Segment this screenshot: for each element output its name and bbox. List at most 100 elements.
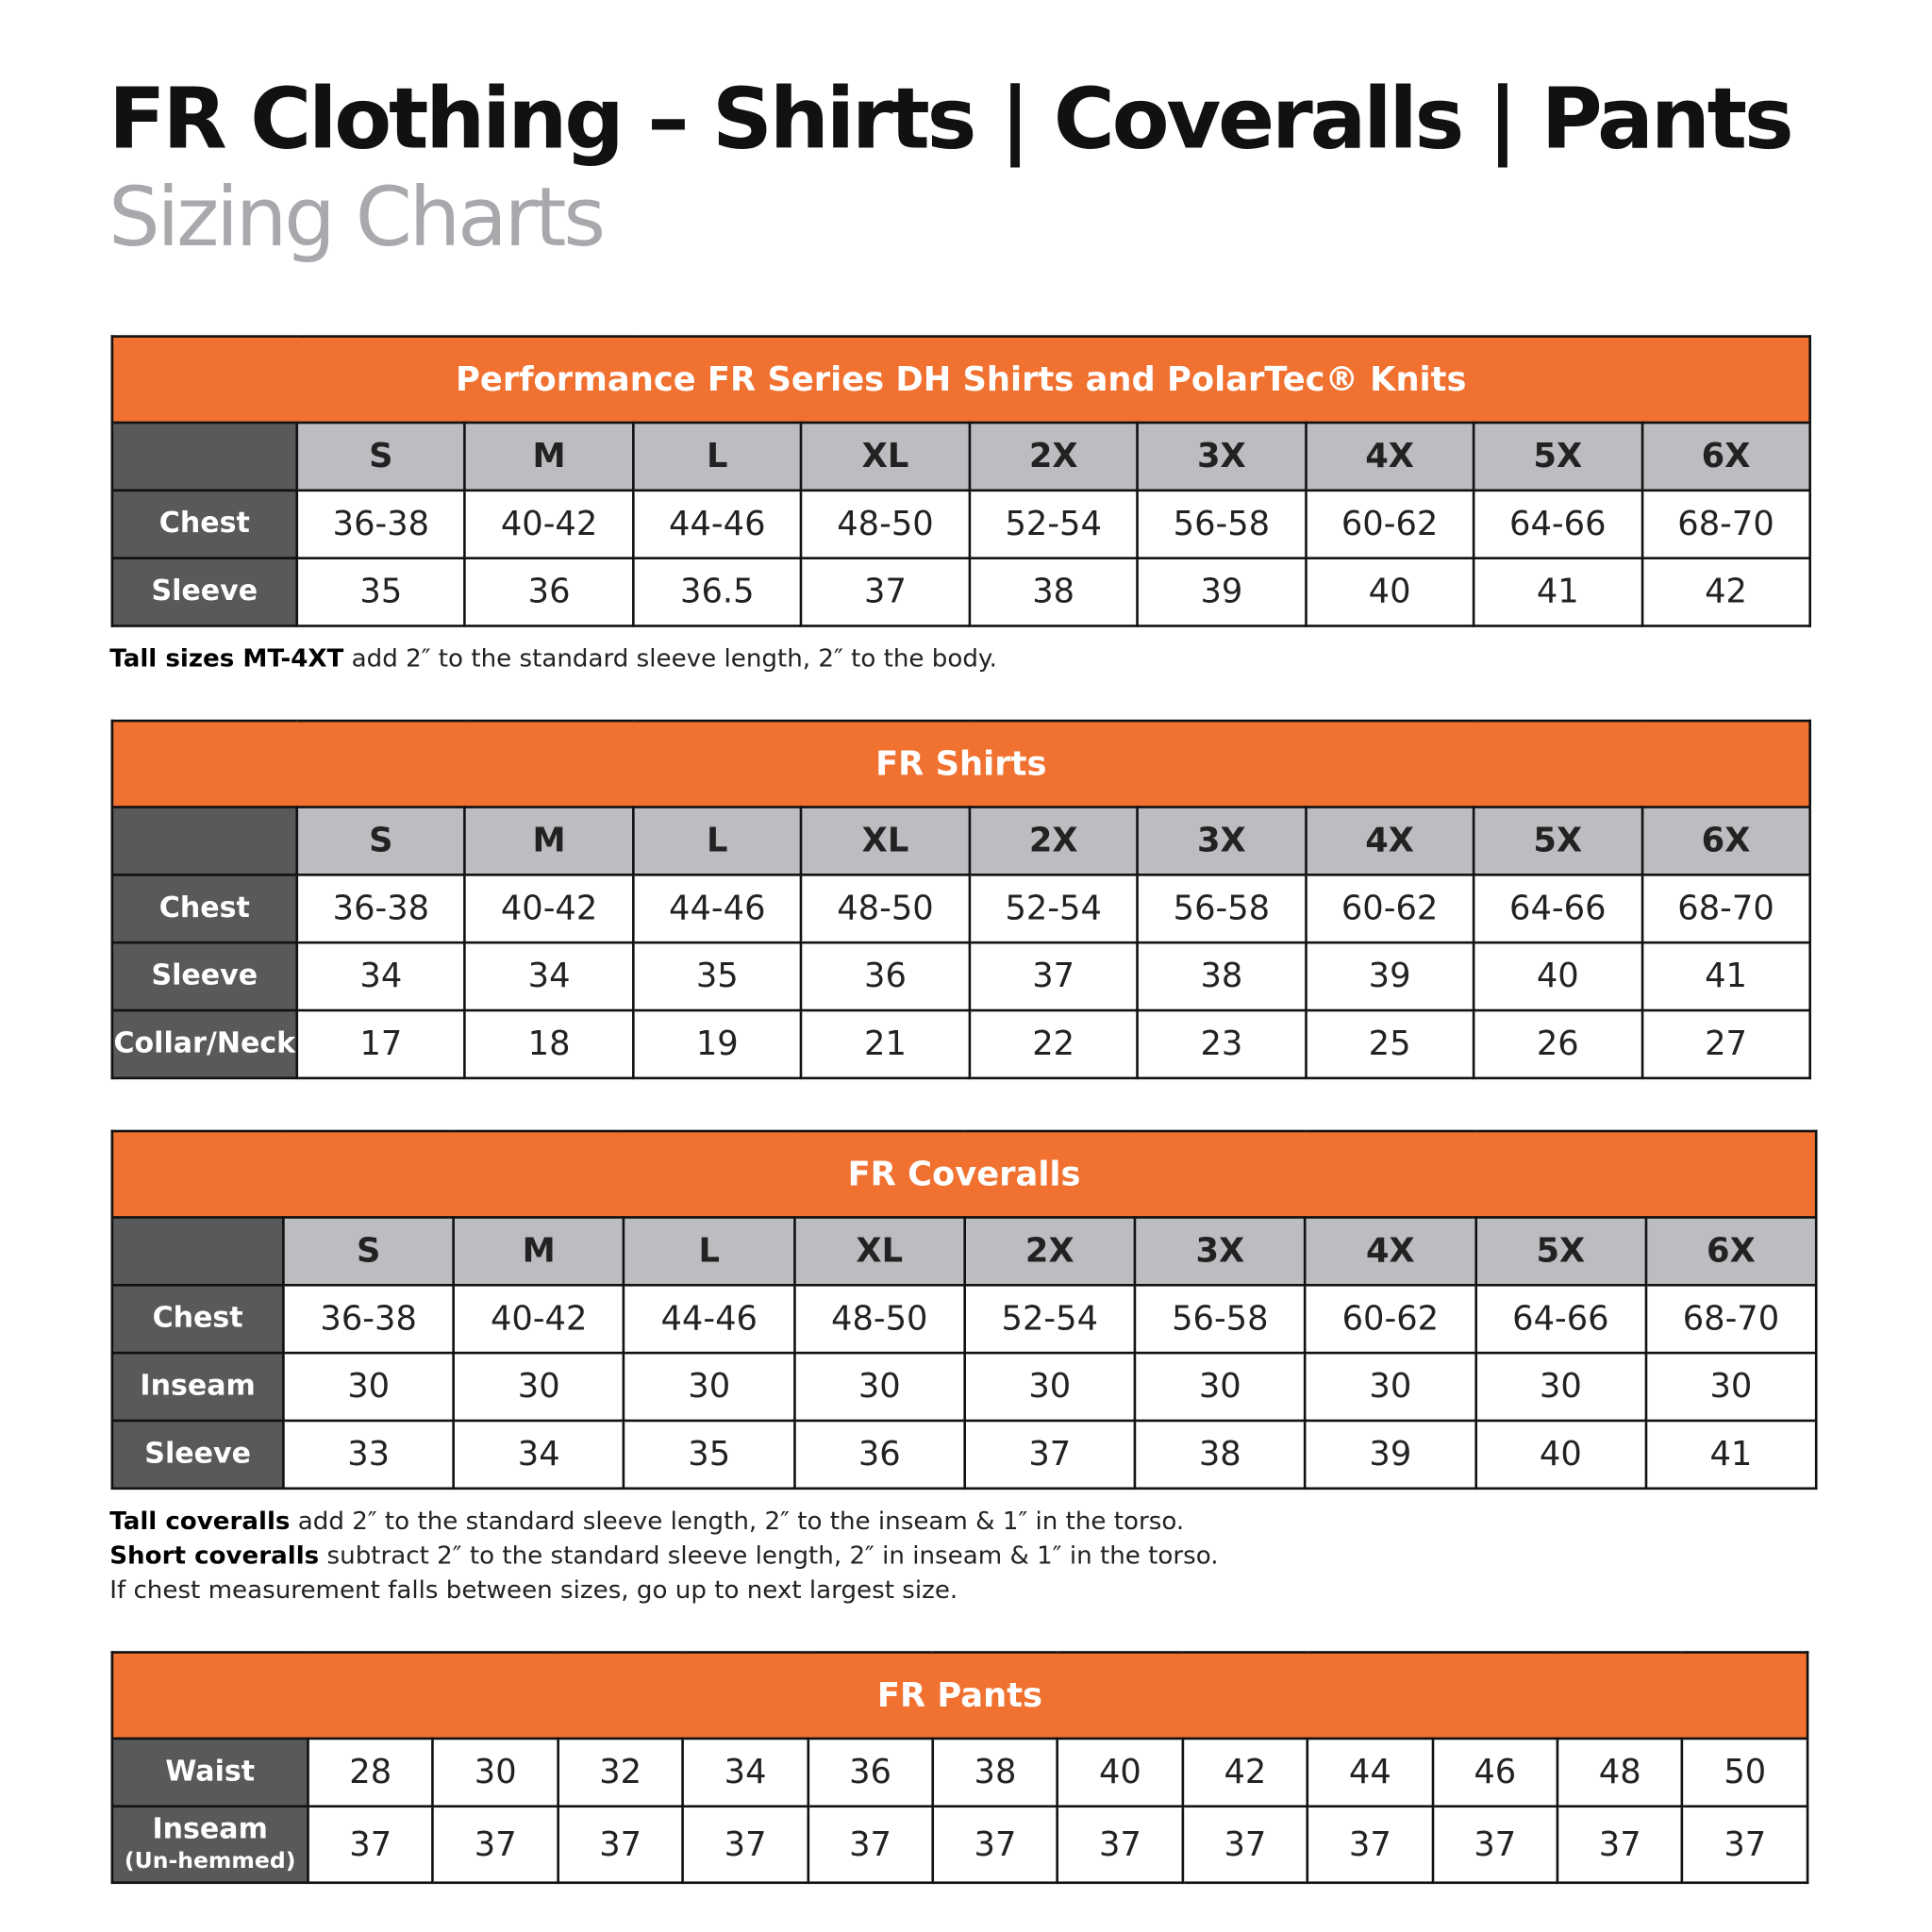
table-cell: 40 xyxy=(1056,1737,1184,1808)
row-label-text: Chest xyxy=(158,892,250,925)
table-cell: 30 xyxy=(1644,1351,1818,1423)
row-label-text: Waist xyxy=(165,1756,256,1789)
table-cell: 48 xyxy=(1556,1737,1684,1808)
table-cell: 17 xyxy=(295,1008,467,1080)
row-label: Collar/Neck xyxy=(110,1008,299,1080)
table-cell: 64-66 xyxy=(1472,874,1643,944)
row-label-text: Chest xyxy=(158,508,250,541)
size-header: 2X xyxy=(963,1216,1137,1287)
table-cell: 38 xyxy=(1133,1419,1307,1491)
table-cell: 21 xyxy=(800,1008,971,1080)
table-title: FR Coveralls xyxy=(110,1129,1818,1219)
table-cell: 38 xyxy=(1136,941,1307,1012)
table-cell: 36.5 xyxy=(631,557,803,627)
size-header-row: S M L XL 2X 3X 4X 5X 6X xyxy=(110,1216,1818,1287)
table-cell: 30 xyxy=(431,1737,559,1808)
header-corner xyxy=(110,421,299,492)
table-cell: 37 xyxy=(968,941,1140,1012)
row-label: Inseam (Un-hemmed) xyxy=(110,1805,309,1885)
row-label: Chest xyxy=(110,874,299,944)
header-corner xyxy=(110,1216,285,1287)
size-header: XL xyxy=(792,1216,966,1287)
row-label: Waist xyxy=(110,1737,309,1808)
table-cell: 36-38 xyxy=(295,489,467,559)
header-corner xyxy=(110,806,299,876)
table-cell: 30 xyxy=(792,1351,966,1423)
table-cell: 37 xyxy=(1681,1805,1809,1885)
size-header-row: S M L XL 2X 3X 4X 5X 6X xyxy=(110,421,1811,492)
table-row: Sleeve 34 34 35 36 37 38 39 40 41 xyxy=(110,941,1811,1012)
size-header: XL xyxy=(800,806,971,876)
table-cell: 56-58 xyxy=(1136,489,1307,559)
table-cell: 38 xyxy=(968,557,1140,627)
table-cell: 39 xyxy=(1136,557,1307,627)
table-cell: 19 xyxy=(631,1008,803,1080)
size-table: FR Shirts S M L XL 2X 3X 4X 5X 6X Chest 36-38 40-42 4… xyxy=(110,719,1811,1080)
footnote-emphasis: Tall sizes MT-4XT xyxy=(109,642,344,674)
footnote: Tall sizes MT-4XT add 2″ to the standard… xyxy=(109,643,997,673)
row-label: Chest xyxy=(110,1283,285,1355)
table-cell: 32 xyxy=(557,1737,685,1808)
row-label-text: Inseam xyxy=(140,1370,256,1403)
table-cell: 37 xyxy=(1306,1805,1434,1885)
size-header: M xyxy=(463,806,635,876)
footnote-emphasis: Tall coveralls xyxy=(109,1506,291,1536)
table-cell: 18 xyxy=(463,1008,635,1080)
size-header: 5X xyxy=(1472,806,1643,876)
table-cell: 50 xyxy=(1681,1737,1809,1808)
size-table: FR Coveralls S M L XL 2X 3X 4X 5X 6X Chest 36-38 40-… xyxy=(110,1129,1818,1491)
table-row: Waist 28 30 32 34 36 38 40 42 44 46 48 50 xyxy=(110,1737,1809,1808)
size-header: 5X xyxy=(1474,1216,1647,1287)
table-cell: 30 xyxy=(963,1351,1137,1423)
size-header: 4X xyxy=(1304,421,1475,492)
row-label: Chest xyxy=(110,489,299,559)
table-row: Sleeve 35 36 36.5 37 38 39 40 41 42 xyxy=(110,557,1811,627)
table-cell: 37 xyxy=(800,557,971,627)
table-cell: 48-50 xyxy=(800,489,971,559)
table-cell: 41 xyxy=(1641,941,1811,1012)
size-header: 2X xyxy=(968,806,1140,876)
table-cell: 52-54 xyxy=(963,1283,1137,1355)
table-cell: 41 xyxy=(1644,1419,1818,1491)
table-cell: 36 xyxy=(792,1419,966,1491)
table-cell: 36-38 xyxy=(282,1283,456,1355)
size-header: 5X xyxy=(1472,421,1643,492)
table-cell: 44 xyxy=(1306,1737,1434,1808)
size-header: S xyxy=(295,806,467,876)
size-header: 3X xyxy=(1133,1216,1307,1287)
page-subtitle: Sizing Charts xyxy=(108,170,606,265)
footnote: Tall coveralls add 2″ to the standard sl… xyxy=(109,1506,1184,1535)
table-cell: 40-42 xyxy=(463,489,635,559)
table-cell: 37 xyxy=(807,1805,935,1885)
table-cell: 28 xyxy=(307,1737,435,1808)
table-cell: 60-62 xyxy=(1304,1283,1477,1355)
table-cell: 37 xyxy=(963,1419,1137,1491)
table-cell: 44-46 xyxy=(631,874,803,944)
row-label-text: Inseam xyxy=(152,1813,268,1846)
row-label-text: Sleeve xyxy=(151,960,258,992)
table-cell: 40 xyxy=(1472,941,1643,1012)
table-cell: 36 xyxy=(807,1737,935,1808)
table-cell: 42 xyxy=(1181,1737,1309,1808)
table-cell: 34 xyxy=(295,941,467,1012)
size-header: L xyxy=(623,1216,796,1287)
row-label-text: Collar/Neck xyxy=(113,1027,296,1060)
table-cell: 68-70 xyxy=(1644,1283,1818,1355)
row-label-text: Sleeve xyxy=(144,1438,251,1471)
size-table: Performance FR Series DH Shirts and Pola… xyxy=(110,335,1811,627)
table-cell: 52-54 xyxy=(968,489,1140,559)
table-cell: 46 xyxy=(1431,1737,1559,1808)
table-cell: 35 xyxy=(623,1419,796,1491)
size-header: L xyxy=(631,421,803,492)
table-cell: 40-42 xyxy=(463,874,635,944)
row-label: Inseam xyxy=(110,1351,285,1423)
size-header: S xyxy=(282,1216,456,1287)
table-row: Inseam 30 30 30 30 30 30 30 30 30 xyxy=(110,1351,1818,1423)
table-cell: 60-62 xyxy=(1304,489,1475,559)
table-title: FR Shirts xyxy=(110,719,1811,808)
size-header: 6X xyxy=(1644,1216,1818,1287)
table-cell: 30 xyxy=(623,1351,796,1423)
table-cell: 48-50 xyxy=(792,1283,966,1355)
table-cell: 35 xyxy=(295,557,467,627)
table-cell: 34 xyxy=(681,1737,809,1808)
